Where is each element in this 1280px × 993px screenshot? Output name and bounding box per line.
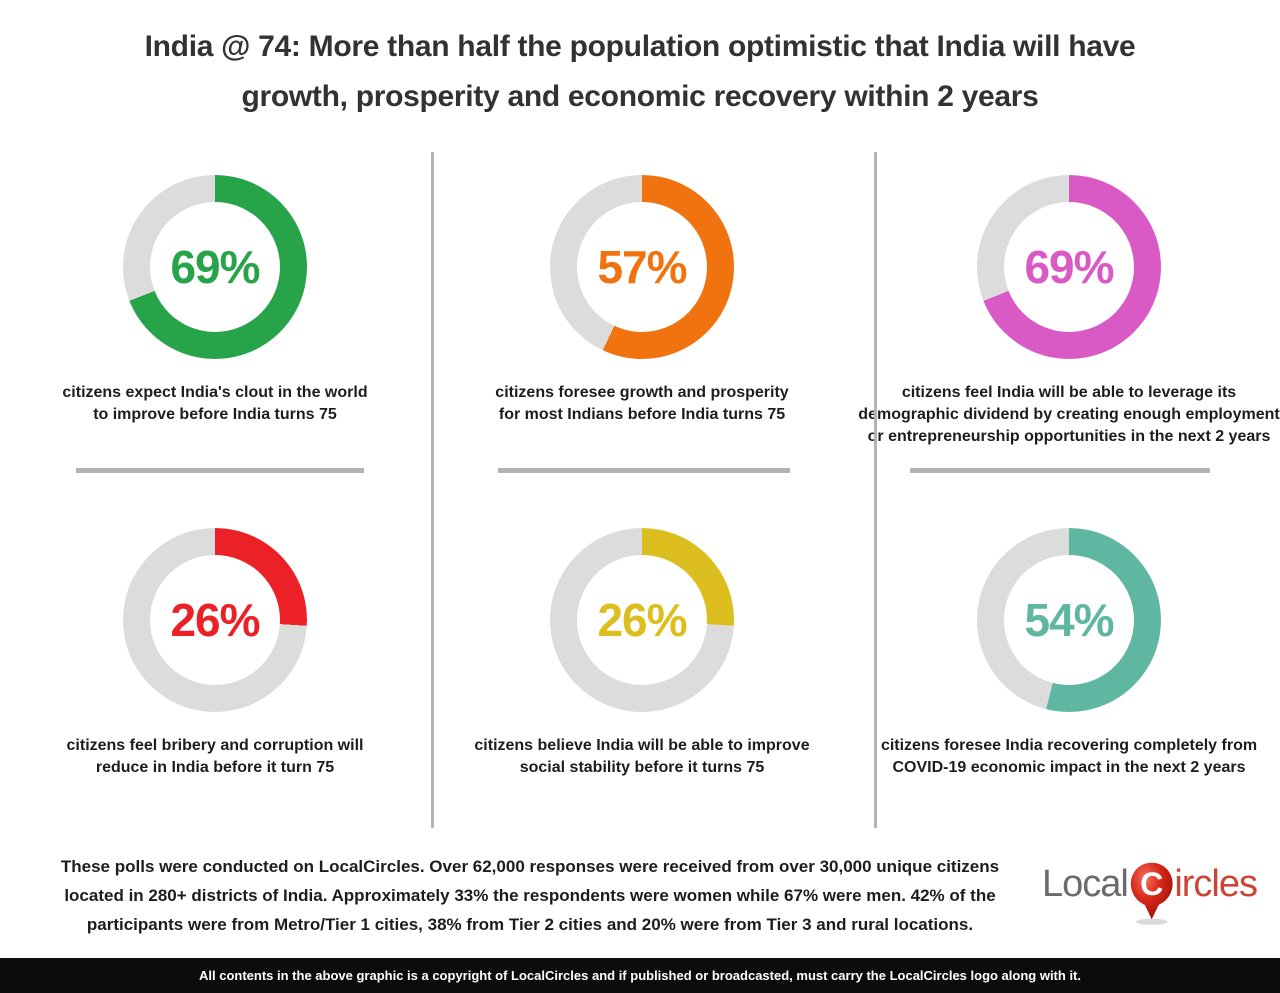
copyright-bar: All contents in the above graphic is a c… — [0, 958, 1280, 993]
percent-label: 57% — [597, 241, 687, 293]
row-divider — [76, 468, 364, 473]
chart-cell-corruption: 26% citizens feel bribery and corruption… — [2, 515, 428, 779]
percent-label: 26% — [597, 594, 687, 646]
percent-label: 26% — [170, 594, 260, 646]
chart-caption: citizens foresee India recovering comple… — [880, 737, 1258, 776]
copyright-text: All contents in the above graphic is a c… — [199, 968, 1081, 983]
donut-chart-social-stability: 26% — [550, 528, 734, 712]
chart-caption: citizens feel India will be able to leve… — [858, 384, 1280, 445]
chart-caption: citizens believe India will be able to i… — [474, 737, 810, 776]
chart-cell-clout: 69% citizens expect India's clout in the… — [2, 160, 428, 426]
logo-pin-letter: C — [1140, 866, 1163, 902]
chart-cell-demographic-dividend: 69% citizens feel India will be able to … — [856, 160, 1280, 448]
location-pin-icon: C — [1130, 862, 1173, 925]
chart-cell-covid-recovery: 54% citizens foresee India recovering co… — [856, 515, 1280, 779]
pin-shadow — [1135, 918, 1168, 925]
donut-chart-clout: 69% — [123, 175, 307, 359]
logo-text-ircles: ircles — [1174, 863, 1258, 905]
donut-chart-demographic-dividend: 69% — [977, 175, 1161, 359]
donut-chart-corruption: 26% — [123, 528, 307, 712]
percent-label: 69% — [1024, 241, 1114, 293]
donut-chart-growth-prosperity: 57% — [550, 175, 734, 359]
chart-cell-growth-prosperity: 57% citizens foresee growth and prosperi… — [429, 160, 855, 426]
row-divider — [498, 468, 790, 473]
percent-label: 69% — [170, 241, 260, 293]
chart-caption: citizens expect India's clout in the wor… — [62, 384, 368, 423]
column-divider — [431, 152, 434, 828]
methodology-note: These polls were conducted on LocalCircl… — [60, 857, 1000, 934]
row-divider — [910, 468, 1210, 473]
chart-cell-social-stability: 26% citizens believe India will be able … — [429, 515, 855, 779]
donut-chart-covid-recovery: 54% — [977, 528, 1161, 712]
percent-label: 54% — [1024, 594, 1114, 646]
localcircles-logo: Local C ircles — [1042, 858, 1258, 938]
chart-caption: citizens feel bribery and corruption wil… — [66, 737, 364, 776]
chart-caption: citizens foresee growth and prosperity f… — [495, 384, 789, 423]
logo-text-local: Local — [1042, 863, 1129, 905]
page-title: India @ 74: More than half the populatio… — [144, 30, 1136, 113]
column-divider — [874, 152, 877, 828]
